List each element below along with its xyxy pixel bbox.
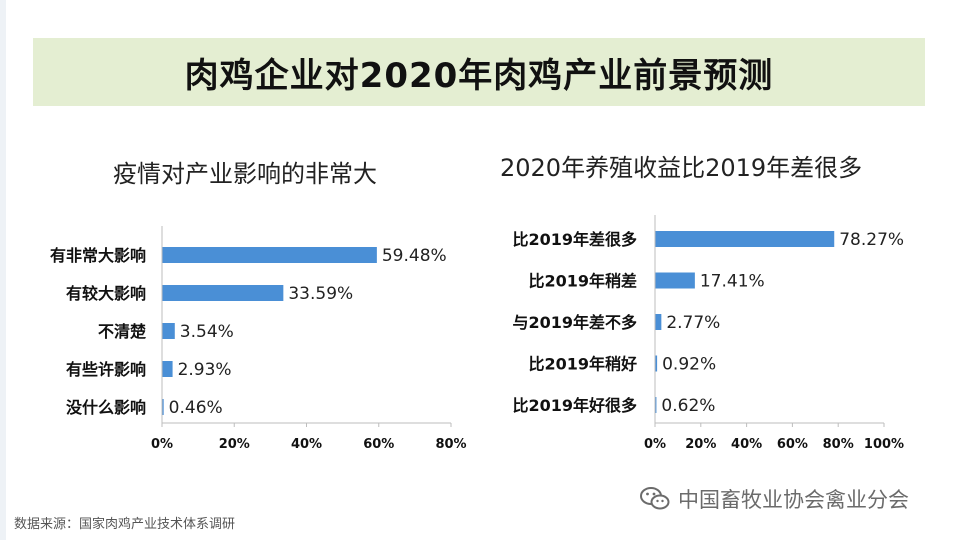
chart-1-x-tick-label: 60% xyxy=(363,437,394,452)
chart-1-x-tick-label: 20% xyxy=(219,437,250,452)
chart-2-x-tick-label: 100% xyxy=(864,437,904,452)
chart-1-value-label: 2.93% xyxy=(178,360,232,380)
chart-2-x-tick-label: 0% xyxy=(644,437,666,452)
chart-2-value-label: 0.92% xyxy=(662,355,716,375)
chart-1-category-label: 没什么影响 xyxy=(66,398,146,417)
chart-1-title: 疫情对产业影响的非常大 xyxy=(113,160,377,188)
left-edge-strip xyxy=(0,0,6,540)
chart-2-x-tick-label: 20% xyxy=(685,437,716,452)
chart-2-category-label: 比2019年稍好 xyxy=(528,355,637,374)
chart-2-bar xyxy=(655,231,835,247)
chart-1-value-label: 33.59% xyxy=(288,284,353,304)
chart-1-category-label: 不清楚 xyxy=(98,322,147,341)
data-source-note: 数据来源：国家肉鸡产业技术体系调研 xyxy=(14,517,236,532)
wechat-icon xyxy=(640,487,670,510)
chart-1-bar xyxy=(162,323,175,339)
chart-1-value-label: 3.54% xyxy=(180,322,234,342)
chart-1-bar xyxy=(162,361,173,377)
title-banner: 肉鸡企业对2020年肉鸡产业前景预测 xyxy=(33,38,925,106)
chart-1-bar xyxy=(162,285,284,301)
chart-2-value-label: 0.62% xyxy=(661,396,715,416)
chart-1-x-tick-label: 0% xyxy=(151,437,173,452)
chart-2-category-label: 比2019年差很多 xyxy=(512,230,637,249)
page-title: 肉鸡企业对2020年肉鸡产业前景预测 xyxy=(184,55,774,96)
chart-2-bar xyxy=(655,397,657,413)
chart-2-category-label: 比2019年好很多 xyxy=(512,396,637,415)
chart-2-x-tick-label: 40% xyxy=(731,437,762,452)
chart-2-value-label: 2.77% xyxy=(666,313,720,333)
chart-2-category-label: 比2019年稍差 xyxy=(528,272,637,291)
chart-1-category-label: 有较大影响 xyxy=(66,284,146,303)
chart-1-x-tick-label: 40% xyxy=(291,437,322,452)
watermark: 中国畜牧业协会禽业分会 xyxy=(640,484,909,514)
chart-2-x-tick-label: 60% xyxy=(777,437,808,452)
chart-2-x-tick-label: 80% xyxy=(823,437,854,452)
chart-1-category-label: 有些许影响 xyxy=(66,360,146,379)
watermark-text: 中国畜牧业协会禽业分会 xyxy=(678,488,909,512)
chart-2-value-label: 78.27% xyxy=(839,230,904,250)
chart-1-bar xyxy=(162,399,164,415)
chart-2-value-label: 17.41% xyxy=(700,272,765,292)
chart-1-bar xyxy=(162,247,377,263)
chart-1-value-label: 0.46% xyxy=(169,398,223,418)
chart-1-x-tick-label: 80% xyxy=(435,437,466,452)
chart-2-bar xyxy=(655,272,695,289)
chart-1-value-label: 59.48% xyxy=(382,246,447,266)
chart-2-title: 2020年养殖收益比2019年差很多 xyxy=(500,154,863,182)
chart-2-category-label: 与2019年差不多 xyxy=(512,313,637,332)
chart-2-bar xyxy=(655,355,658,372)
chart-1-category-label: 有非常大影响 xyxy=(50,246,146,265)
chart-2-bar xyxy=(655,314,662,330)
